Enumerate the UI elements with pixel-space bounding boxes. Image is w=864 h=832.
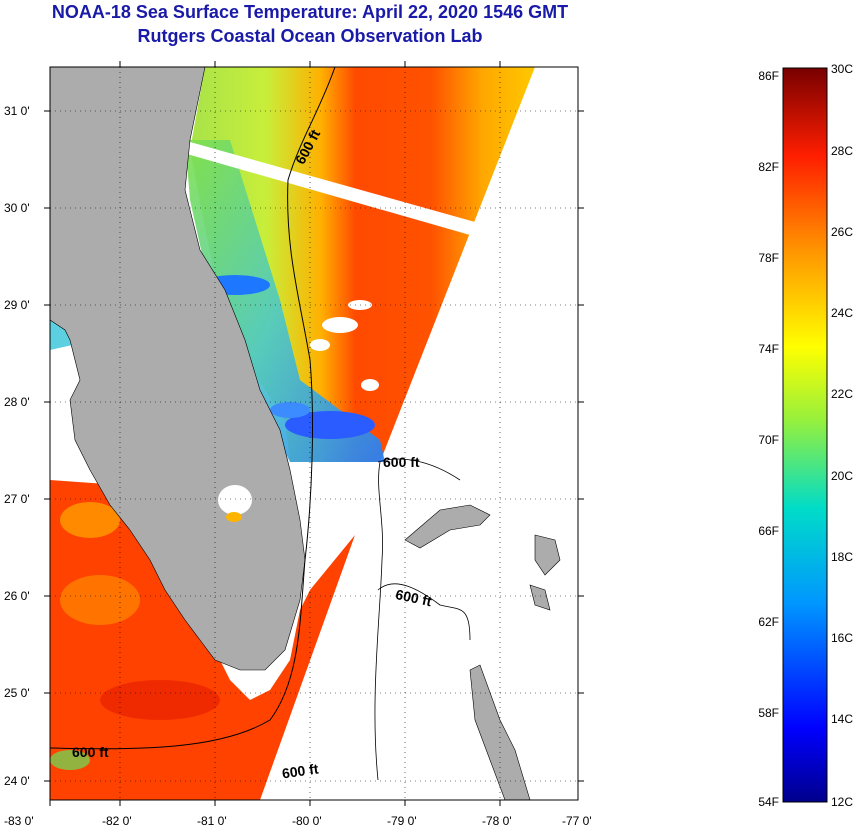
colorbar-c-label: 18C (831, 550, 853, 564)
lat-label: 29 0' (4, 298, 30, 312)
colorbar-c-label: 22C (831, 387, 853, 401)
map-tick-marks (44, 61, 584, 806)
contour-label: 600 ft (394, 586, 433, 609)
isobath-600ft-east (50, 67, 336, 750)
lake-sst-patch (226, 512, 242, 522)
lake-okeechobee (218, 485, 252, 515)
colorbar-c-label: 30C (831, 62, 853, 76)
isobath-600ft-bahamas (374, 458, 471, 781)
contour-label: 600 ft (281, 760, 320, 781)
hot-patch (100, 680, 220, 720)
colorbar-f-label: 74F (758, 342, 779, 356)
colorbar-c-label: 14C (831, 712, 853, 726)
colorbar-f-label: 86F (758, 69, 779, 83)
abaco-island (534, 534, 561, 576)
contour-label: 600 ft (72, 744, 109, 760)
lat-label: 25 0' (4, 686, 30, 700)
colorbar-c-label: 16C (831, 631, 853, 645)
colorbar-f-label: 82F (758, 160, 779, 174)
lon-label: -82 0' (102, 814, 132, 828)
cloud-gap (361, 379, 379, 391)
colorbar-f-label: 66F (758, 524, 779, 538)
lon-label: -79 0' (387, 814, 417, 828)
contour-label: 600 ft (383, 454, 420, 470)
warm-patch (60, 575, 140, 625)
grand-bahama-island (404, 504, 491, 549)
florida-land (50, 67, 306, 671)
map-gridlines (50, 67, 578, 800)
map-subtitle: Rutgers Coastal Ocean Observation Lab (137, 26, 483, 46)
colorbar-f-label: 58F (758, 706, 779, 720)
lon-label: -78 0' (482, 814, 512, 828)
colorbar-c-label: 24C (831, 306, 853, 320)
map-frame (49, 66, 579, 801)
cloud-gap (310, 339, 330, 351)
colorbar-c-label: 28C (831, 144, 853, 158)
sst-coastal-cool-band (185, 140, 385, 462)
eleuthera-island (529, 584, 551, 611)
colorbar-c-label: 26C (831, 225, 853, 239)
lat-label: 26 0' (4, 589, 30, 603)
lat-label: 28 0' (4, 395, 30, 409)
map-title: NOAA-18 Sea Surface Temperature: April 2… (51, 2, 569, 22)
colorbar-f-label: 70F (758, 433, 779, 447)
colorbar-f-label: 78F (758, 251, 779, 265)
cold-patch (270, 402, 310, 418)
lat-label: 30 0' (4, 201, 30, 215)
scan-gap-stripe (180, 140, 475, 235)
lon-label: -81 0' (197, 814, 227, 828)
lat-label: 27 0' (4, 492, 30, 506)
cool-patch (50, 750, 90, 770)
lon-label: -77 0' (562, 814, 592, 828)
lon-label: -83 0' (4, 814, 34, 828)
warm-patch (60, 502, 120, 538)
lat-label: 31 0' (4, 104, 30, 118)
colorbar-f-label: 62F (758, 615, 779, 629)
temperature-colorbar (782, 67, 828, 803)
colorbar-f-label: 54F (758, 795, 779, 809)
cloud-gap (322, 317, 358, 333)
lon-label: -80 0' (292, 814, 322, 828)
cold-patch (285, 411, 375, 439)
lat-label: 24 0' (4, 774, 30, 788)
colorbar-c-label: 12C (831, 795, 853, 809)
colorbar-c-label: 20C (831, 469, 853, 483)
